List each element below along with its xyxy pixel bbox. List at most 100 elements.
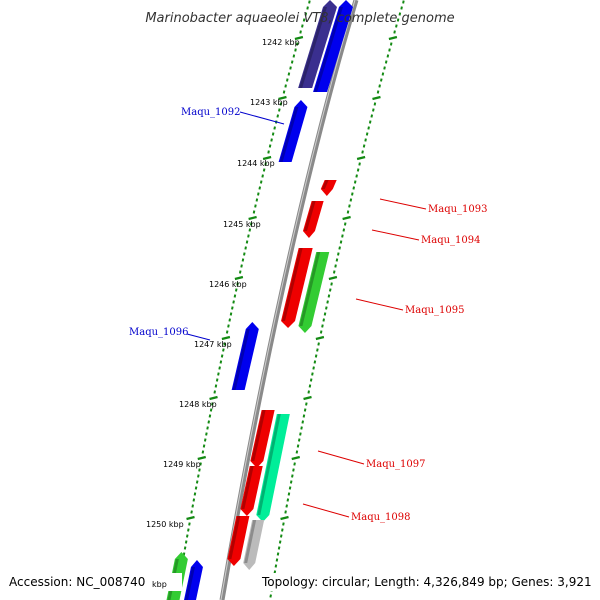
minor-tick [338, 246, 341, 250]
minor-tick [231, 306, 234, 310]
minor-tick [281, 528, 284, 532]
minor-tick [276, 114, 280, 118]
leader-line [239, 111, 285, 125]
label-leader-lines [186, 111, 427, 518]
minor-tick [262, 168, 266, 172]
minor-tick [183, 546, 187, 550]
minor-tick [381, 72, 385, 76]
leader-line [379, 198, 427, 210]
minor-tick [271, 132, 275, 136]
minor-tick [284, 510, 287, 514]
minor-tick [278, 108, 281, 112]
topology-text: Topology: circular; Length: 4,326,849 bp… [261, 575, 592, 589]
gene-label-maqu-1094[interactable]: Maqu_1094 [421, 235, 481, 246]
minor-tick [312, 366, 315, 370]
minor-tick [342, 228, 346, 232]
minor-tick [234, 288, 238, 292]
minor-tick [402, 0, 405, 4]
gene-arrow-shade [321, 180, 329, 189]
minor-tick [323, 312, 327, 316]
gene-arrow-blue[interactable] [184, 560, 203, 600]
minor-tick [187, 528, 190, 532]
minor-tick [353, 180, 357, 184]
major-tick [342, 215, 351, 221]
gene-arrow-red[interactable] [240, 466, 263, 516]
gene-arrow-gray[interactable] [243, 520, 265, 570]
minor-tick [313, 360, 317, 364]
minor-tick [352, 186, 356, 190]
minor-tick [193, 492, 197, 496]
minor-tick [223, 342, 226, 346]
gene-arrow-red[interactable] [227, 516, 250, 566]
minor-tick [295, 42, 299, 46]
minor-tick [321, 324, 324, 328]
minor-tick [290, 60, 294, 64]
gene-label-maqu-1095[interactable]: Maqu_1095 [405, 305, 465, 316]
gene-label-maqu-1096[interactable]: Maqu_1096 [129, 327, 189, 338]
gene-arrow-red[interactable] [320, 180, 337, 196]
minor-tick [206, 426, 209, 430]
minor-tick [217, 372, 220, 376]
minor-tick [332, 270, 336, 274]
kbp-label-1245: 1245 kbp [223, 220, 261, 229]
major-tick [356, 155, 366, 161]
gene-arrow-red[interactable] [250, 410, 275, 468]
gene-arrow-navy[interactable] [298, 0, 337, 88]
gene-label-maqu-1093[interactable]: Maqu_1093 [428, 204, 488, 215]
gene-arrow-red[interactable] [302, 201, 324, 238]
minor-tick [299, 432, 302, 436]
minor-tick [292, 468, 295, 472]
minor-tick [268, 144, 272, 148]
minor-tick [291, 474, 294, 478]
minor-tick [228, 318, 231, 322]
minor-tick [244, 246, 247, 250]
gene-arrow-blue[interactable] [278, 100, 308, 162]
minor-tick [370, 114, 374, 118]
gene-label-maqu-1097[interactable]: Maqu_1097 [366, 459, 426, 470]
minor-tick [311, 372, 314, 376]
minor-tick [279, 534, 283, 538]
minor-tick [286, 78, 289, 82]
minor-tick [201, 450, 205, 454]
minor-tick [308, 0, 311, 4]
leader-line [186, 333, 211, 341]
gene-arrow-blue[interactable] [231, 322, 259, 390]
major-tick [372, 95, 381, 101]
gene-features [166, 0, 353, 600]
minor-tick [275, 558, 279, 562]
leader-line [317, 450, 365, 465]
major-tick [388, 35, 398, 41]
minor-tick [222, 348, 225, 352]
gene-label-maqu-1092[interactable]: Maqu_1092 [181, 107, 241, 118]
minor-tick [245, 240, 249, 244]
minor-tick [207, 420, 211, 424]
major-tick [209, 395, 218, 401]
minor-tick [395, 24, 398, 28]
minor-tick [361, 150, 364, 154]
minor-tick [307, 390, 310, 394]
gene-label-maqu-1098[interactable]: Maqu_1098 [351, 512, 411, 523]
major-tick [294, 35, 304, 41]
gene-arrow-blue[interactable] [313, 0, 353, 92]
minor-tick [319, 330, 323, 334]
gene-arrow-shade [244, 520, 257, 563]
minor-tick [351, 192, 354, 196]
minor-tick [289, 480, 293, 484]
minor-tick [304, 12, 308, 16]
minor-tick [252, 210, 256, 214]
minor-tick [368, 120, 372, 124]
gene-arrow-green[interactable] [298, 252, 330, 333]
gene-arrow-teal[interactable] [256, 414, 290, 522]
minor-tick [259, 180, 263, 184]
gene-arrow-shade [299, 252, 321, 326]
minor-tick [198, 468, 201, 472]
minor-tick [384, 60, 388, 64]
gene-arrow-red[interactable] [281, 248, 313, 328]
minor-tick [294, 48, 297, 52]
minor-tick [303, 408, 307, 412]
minor-tick [240, 264, 243, 268]
gene-arrow-shade [232, 329, 250, 390]
minor-tick [185, 534, 189, 538]
minor-tick [273, 126, 276, 130]
minor-tick [286, 498, 290, 502]
